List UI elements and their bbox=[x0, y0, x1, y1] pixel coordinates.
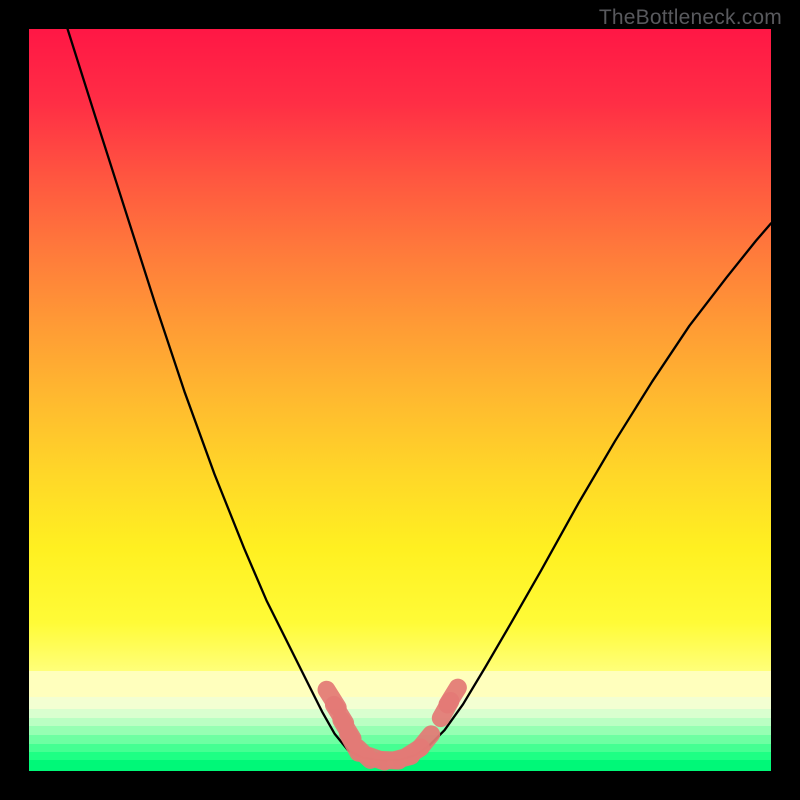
marker-group bbox=[327, 688, 458, 762]
marker-dash bbox=[447, 688, 457, 705]
marker-dash bbox=[420, 734, 431, 748]
plot-area bbox=[29, 29, 771, 771]
marker-dashes bbox=[29, 29, 771, 771]
watermark-text: TheBottleneck.com bbox=[599, 6, 782, 30]
